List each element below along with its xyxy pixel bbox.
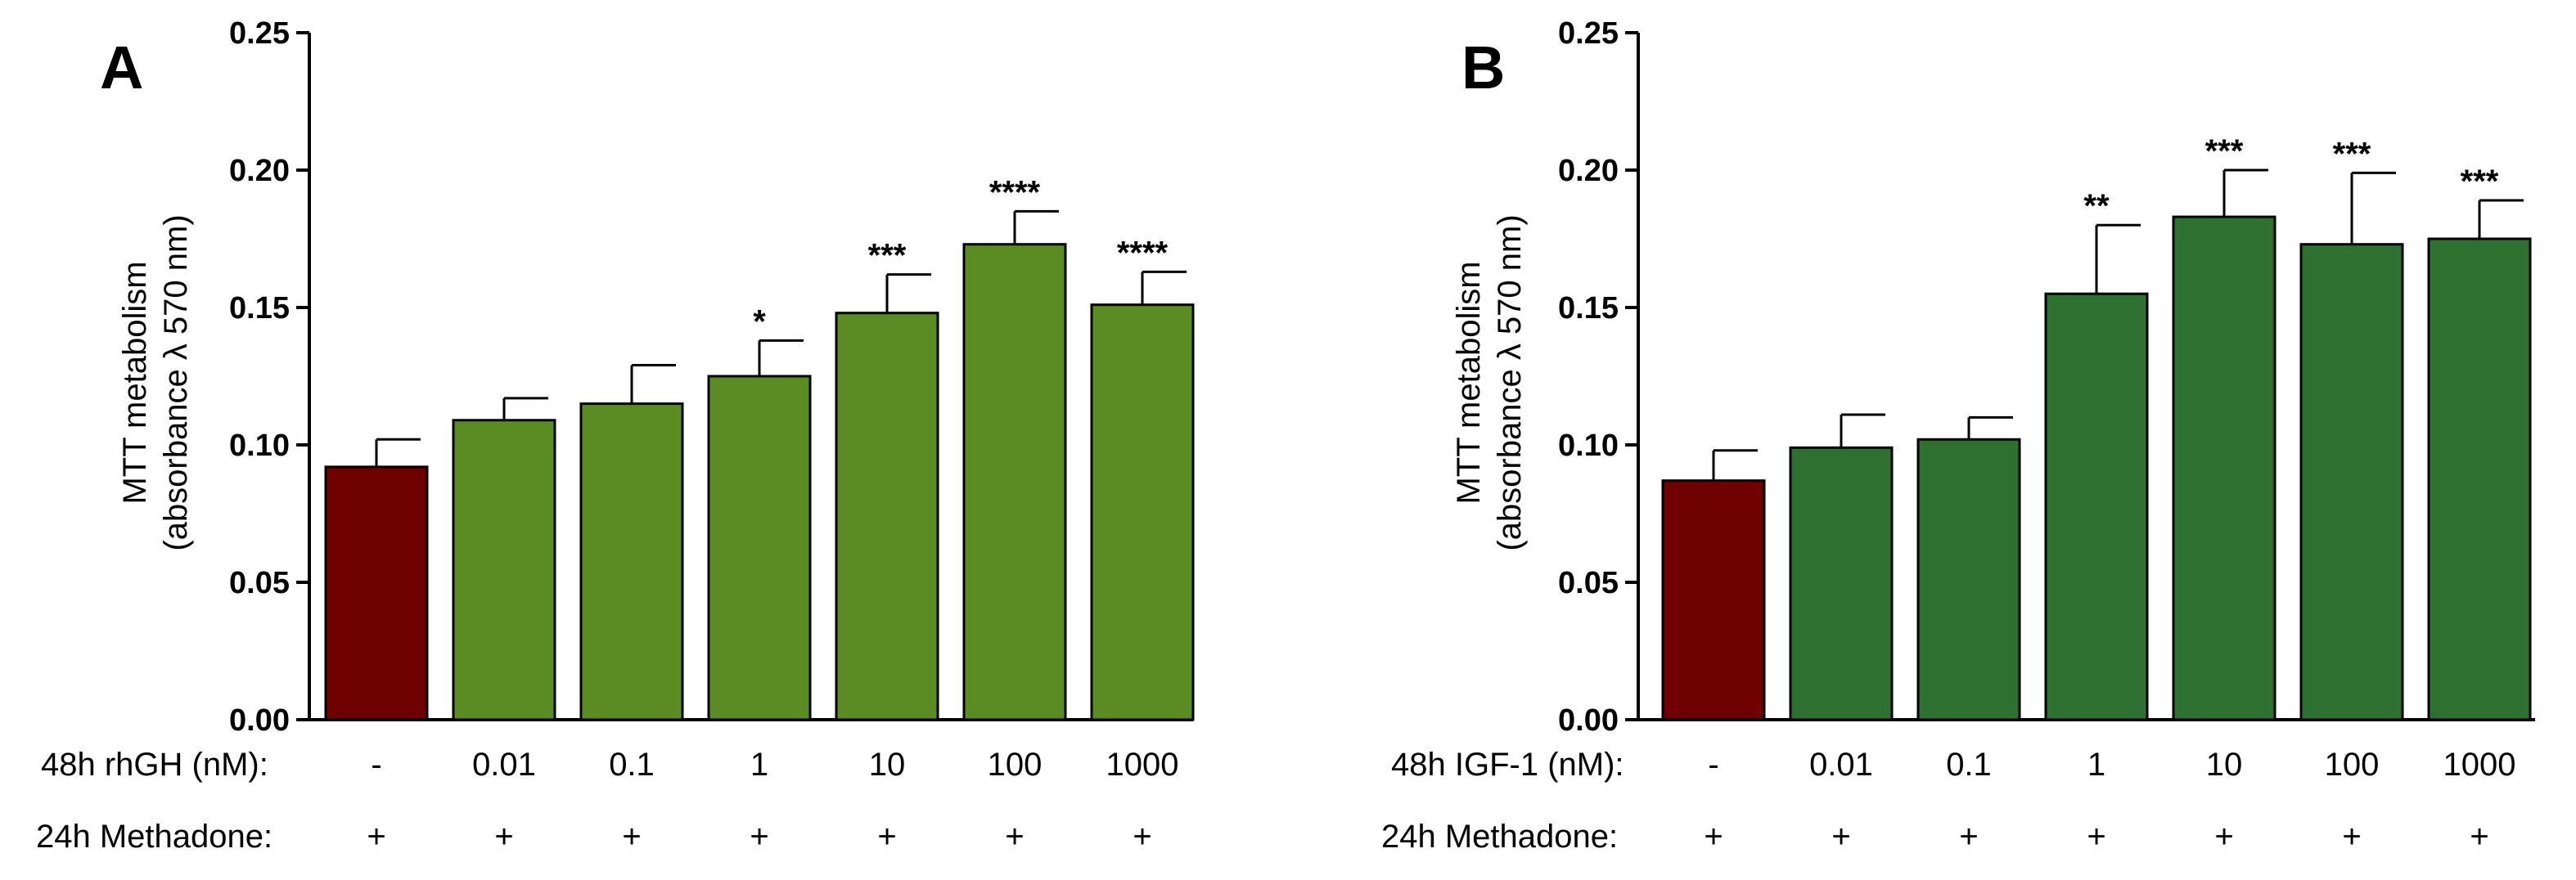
bar (835, 312, 939, 721)
significance-label: ** (2083, 188, 2110, 224)
methadone-label: + (750, 819, 768, 855)
methadone-label: + (1133, 819, 1151, 855)
panel-b: B MTT metabolism (absorbance λ 570 nm) 0… (1381, 16, 2535, 855)
methadone-label: + (2342, 819, 2361, 855)
significance-label: **** (1117, 235, 1169, 271)
y-axis-label-line2: (absorbance λ 570 nm) (1492, 214, 1528, 550)
y-axis-label-line1: MTT metabolism (117, 261, 153, 504)
panel-letter: A (100, 34, 143, 101)
category-label: 0.1 (1946, 747, 1992, 783)
category-label: 0.1 (609, 747, 655, 783)
category-label: 0.01 (1809, 747, 1873, 783)
bar (2044, 292, 2149, 721)
significance-label: * (753, 303, 766, 339)
category-labels: - +0.01 +0.1 +1 +10 +100 +1000 + (1704, 747, 2515, 855)
bars: ***** ****** (1661, 133, 2532, 721)
methadone-label: + (494, 819, 513, 855)
y-tick-label: 0.25 (229, 16, 290, 51)
panel-letter: B (1461, 34, 1505, 101)
significance-label: **** (989, 174, 1041, 210)
x-row-label-treatment: 48h IGF-1 (nM): (1391, 747, 1624, 783)
panel-a: A MTT metabolism (absorbance λ 570 nm) 0… (36, 16, 1195, 855)
y-axis-label-line2: (absorbance λ 570 nm) (158, 214, 194, 550)
methadone-label: + (1959, 819, 1978, 855)
y-tick-label: 0.15 (1558, 291, 1619, 326)
methadone-label: + (2214, 819, 2233, 855)
bar (324, 465, 429, 721)
category-label: 10 (2206, 747, 2243, 783)
category-label: 1000 (2443, 747, 2516, 783)
bar (962, 243, 1067, 721)
bar (2299, 243, 2404, 721)
bar (1789, 446, 1894, 721)
significance-label: *** (2333, 136, 2371, 172)
methadone-label: + (622, 819, 641, 855)
x-row-label-methadone: 24h Methadone: (1381, 819, 1618, 855)
y-tick-label: 0.00 (1558, 703, 1619, 738)
y-tick-label: 0.05 (1558, 566, 1619, 600)
bar (452, 419, 556, 721)
y-axis-label-line1: MTT metabolism (1451, 261, 1487, 504)
methadone-label: + (877, 819, 896, 855)
y-tick-label: 0.10 (1558, 429, 1619, 463)
bar (2172, 215, 2277, 721)
methadone-label: + (367, 819, 385, 855)
methadone-label: + (1704, 819, 1723, 855)
category-label: 100 (988, 747, 1043, 783)
x-row-label-treatment: 48h rhGH (nM): (41, 747, 268, 783)
y-tick-label: 0.25 (1558, 16, 1619, 51)
methadone-label: + (1831, 819, 1850, 855)
y-tick-label: 0.10 (229, 429, 290, 463)
y-tick-label: 0.20 (229, 154, 290, 188)
bar (1916, 438, 2021, 721)
y-ticks: 0.00 0.05 0.10 0.15 0.20 0.25 (1558, 16, 1638, 738)
category-label: 100 (2325, 747, 2380, 783)
bar (1090, 303, 1195, 721)
methadone-label: + (2087, 819, 2105, 855)
methadone-label: + (2470, 819, 2488, 855)
y-tick-label: 0.20 (1558, 154, 1619, 188)
category-label: - (371, 747, 381, 783)
significance-label: *** (868, 238, 907, 274)
category-label: 10 (869, 747, 906, 783)
category-label: - (1708, 747, 1718, 783)
category-labels: - +0.01 +0.1 +1 +10 +100 +1000 + (367, 747, 1178, 855)
methadone-label: + (1005, 819, 1024, 855)
category-label: 1000 (1106, 747, 1179, 783)
x-row-label-methadone: 24h Methadone: (36, 819, 272, 855)
category-label: 0.01 (472, 747, 536, 783)
significance-label: *** (2461, 164, 2499, 200)
bars: ************ (324, 174, 1195, 721)
category-label: 1 (2087, 747, 2105, 783)
y-ticks: 0.00 0.05 0.10 0.15 0.20 0.25 (229, 16, 309, 738)
bar (579, 402, 684, 721)
significance-label: *** (2205, 133, 2244, 169)
y-tick-label: 0.15 (229, 291, 290, 326)
bar (1661, 479, 1766, 721)
bar (2427, 237, 2532, 721)
y-tick-label: 0.00 (229, 703, 290, 738)
bar (707, 375, 812, 721)
category-label: 1 (750, 747, 768, 783)
y-tick-label: 0.05 (229, 566, 290, 600)
